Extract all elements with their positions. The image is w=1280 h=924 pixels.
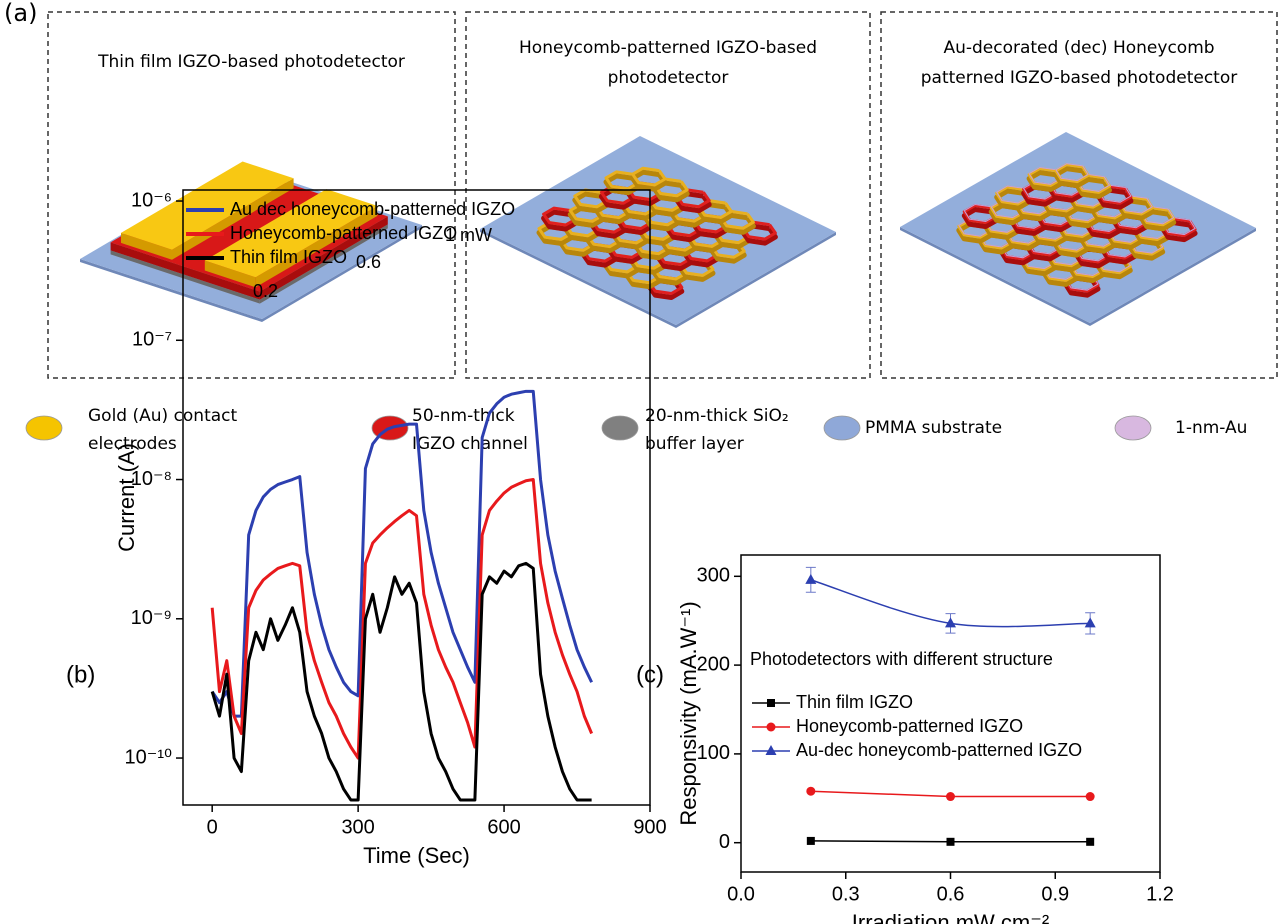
legend-marker	[766, 745, 777, 755]
x-tick-label: 0.0	[727, 883, 755, 905]
x-tick-label: 300	[341, 816, 374, 838]
point	[1085, 617, 1096, 627]
point	[1086, 838, 1094, 846]
legend-swatch	[602, 416, 638, 440]
legend-label: 1-nm-Au	[1175, 418, 1247, 438]
panel-title: patterned IGZO-based photodetector	[921, 68, 1237, 88]
y-tick-label: 100	[697, 742, 730, 764]
y-axis-title: Responsivity (mA.W⁻¹)	[676, 601, 701, 825]
legend-label: IGZO channel	[412, 434, 528, 454]
y-tick-label: 10⁻⁷	[132, 329, 172, 351]
point	[806, 787, 815, 796]
y-tick-label: 10⁻⁶	[131, 189, 172, 211]
y-tick-label: 200	[697, 653, 730, 675]
y-tick-label: 300	[697, 565, 730, 587]
x-tick-label: 900	[633, 816, 666, 838]
y-axis-title: Current (A)	[114, 443, 139, 552]
annotation: 0.6	[356, 252, 381, 272]
x-tick-label: 1.2	[1146, 883, 1174, 905]
point	[946, 792, 955, 801]
y-tick-label: 0	[719, 831, 730, 853]
legend-swatch	[824, 416, 860, 440]
legend-marker	[767, 699, 775, 707]
x-tick-label: 0.6	[937, 883, 965, 905]
legend-label: Honeycomb-patterned IGZO	[796, 716, 1023, 736]
panel-title: photodetector	[608, 68, 729, 88]
panel-title: Au-decorated (dec) Honeycomb	[943, 38, 1214, 58]
series-line	[212, 563, 591, 800]
legend-label: Honeycomb-patterned IGZO	[230, 223, 457, 243]
panel-label: (c)	[636, 661, 664, 688]
legend-marker	[767, 723, 776, 732]
plot-frame	[741, 555, 1160, 872]
panel-label: (b)	[66, 661, 95, 688]
point	[947, 838, 955, 846]
legend-label: Thin film IGZO	[230, 247, 347, 267]
legend-swatch	[26, 416, 62, 440]
point	[1086, 792, 1095, 801]
legend-label: Au dec honeycomb-patterned IGZO	[230, 199, 515, 219]
panel-title: Thin film IGZO-based photodetector	[97, 52, 405, 72]
panel-title: Honeycomb-patterned IGZO-based	[519, 38, 817, 58]
panel-a: (a) Thin film IGZO-based photodetector Hon…	[4, 0, 1277, 454]
x-tick-label: 0.9	[1041, 883, 1069, 905]
legend-label: Thin film IGZO	[796, 692, 913, 712]
legend-swatch	[1115, 416, 1151, 440]
point	[805, 574, 816, 584]
legend-label: PMMA substrate	[865, 418, 1002, 438]
legend-label: 50-nm-thick	[412, 406, 515, 426]
x-axis-title: Time (Sec)	[363, 843, 470, 868]
annotation: 0.2	[253, 281, 278, 301]
chart: 0.0 0.3 0.6 0.9 1.2 0 100 200 300 (c) Irradiation …	[636, 555, 1174, 924]
annotation: Photodetectors with different structure	[750, 649, 1053, 669]
x-tick-label: 0.3	[832, 883, 860, 905]
figure: (a) Thin film IGZO-based photodetector Hon…	[0, 0, 1280, 924]
legend-label: 20-nm-thick SiO₂	[645, 406, 789, 426]
panel-label: (a)	[4, 0, 37, 27]
y-tick-label: 10⁻¹⁰	[125, 746, 172, 768]
x-axis-title: Irradiation mW cm⁻²	[852, 910, 1049, 924]
x-tick-label: 600	[487, 816, 520, 838]
series-line	[212, 391, 591, 716]
legend-label: Gold (Au) contact	[88, 406, 238, 426]
point	[807, 837, 815, 845]
legend-label: Au-dec honeycomb-patterned IGZO	[796, 740, 1082, 760]
legend-label: buffer layer	[645, 434, 744, 454]
x-tick-label: 0	[207, 816, 218, 838]
y-tick-label: 10⁻⁹	[131, 607, 172, 629]
